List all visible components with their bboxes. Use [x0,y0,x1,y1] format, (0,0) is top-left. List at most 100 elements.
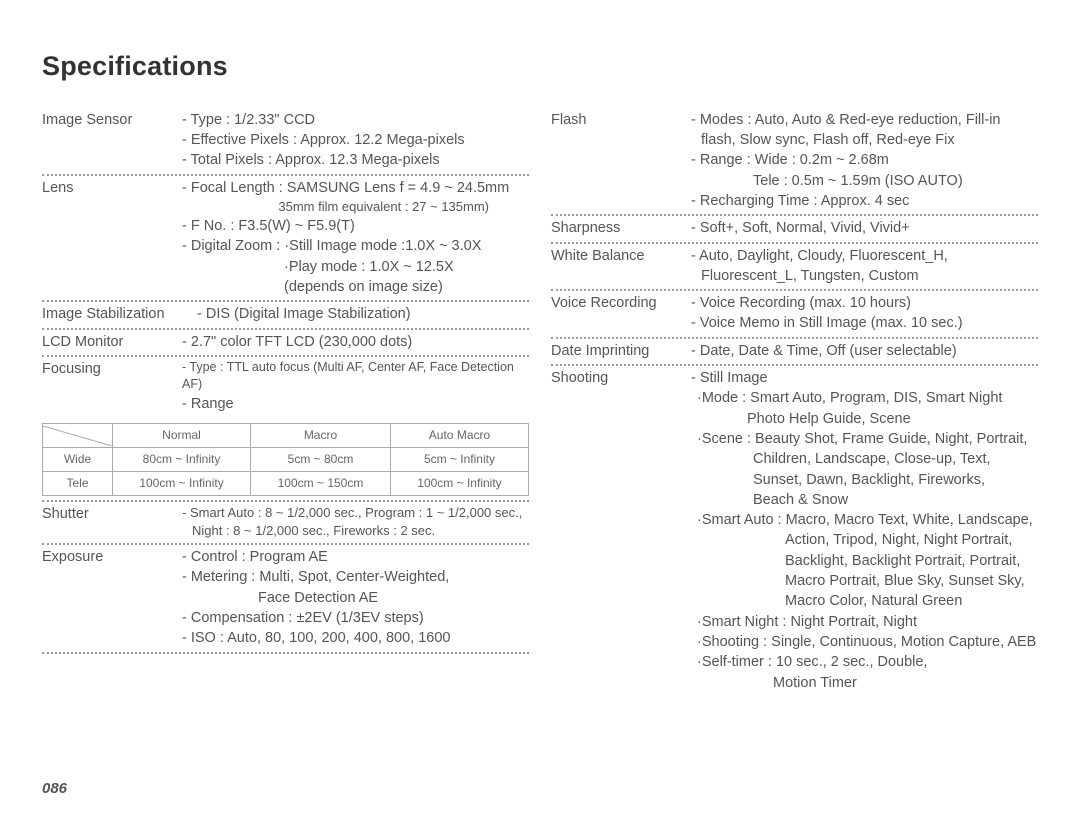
spec-label: Image Sensor [42,110,182,130]
table-cell: Wide [43,448,113,472]
spec-voice-recording: Voice Recording - Voice Recording (max. … [551,291,1038,339]
spec-line: - 2.7" color TFT LCD (230,000 dots) [182,332,529,352]
spec-line: - F No. : F3.5(W) ~ F5.9(T) [182,216,529,236]
spec-label: Shooting [551,368,691,388]
spec-sharpness: Sharpness - Soft+, Soft, Normal, Vivid, … [551,216,1038,243]
spec-line: - Digital Zoom : ·Still Image mode :1.0X… [182,236,529,256]
spec-body: - Type : TTL auto focus (Multi AF, Cente… [182,359,529,414]
spec-line: Fluorescent_L, Tungsten, Custom [691,266,1038,286]
spec-line: - Soft+, Soft, Normal, Vivid, Vivid+ [691,218,1038,238]
spec-exposure: Exposure - Control : Program AE - Meteri… [42,545,529,653]
table-header: Auto Macro [390,424,528,448]
table-cell: 100cm ~ Infinity [113,471,251,495]
spec-line: ·Smart Night : Night Portrait, Night [691,612,1038,632]
spec-line: - Type : 1/2.33" CCD [182,110,529,130]
table-cell: 100cm ~ 150cm [251,471,391,495]
focusing-range-table: Normal Macro Auto Macro Wide 80cm ~ Infi… [42,423,529,495]
spec-line: Night : 8 ~ 1/2,000 sec., Fireworks : 2 … [182,522,529,540]
spec-line: Children, Landscape, Close-up, Text, [691,449,1038,469]
spec-label: Flash [551,110,691,130]
table-header-row: Normal Macro Auto Macro [43,424,529,448]
spec-body: - Voice Recording (max. 10 hours) - Voic… [691,293,1038,334]
spec-body: - Smart Auto : 8 ~ 1/2,000 sec., Program… [182,504,529,540]
spec-line: Tele : 0.5m ~ 1.59m (ISO AUTO) [691,171,1038,191]
table-cell: 5cm ~ Infinity [390,448,528,472]
table-cell: 100cm ~ Infinity [390,471,528,495]
spec-line: - DIS (Digital Image Stabilization) [197,304,529,324]
spec-line: ·Scene : Beauty Shot, Frame Guide, Night… [691,429,1038,449]
spec-lcd-monitor: LCD Monitor - 2.7" color TFT LCD (230,00… [42,330,529,357]
spec-line: - Control : Program AE [182,547,529,567]
spec-label: Sharpness [551,218,691,238]
spec-line: Beach & Snow [691,490,1038,510]
spec-shutter: Shutter - Smart Auto : 8 ~ 1/2,000 sec.,… [42,502,529,545]
spec-label: Focusing [42,359,182,379]
spec-date-imprinting: Date Imprinting - Date, Date & Time, Off… [551,339,1038,366]
range-table-wrapper: Normal Macro Auto Macro Wide 80cm ~ Infi… [42,423,529,501]
table-header: Normal [113,424,251,448]
spec-label: Image Stabilization [42,304,197,324]
spec-line: flash, Slow sync, Flash off, Red-eye Fix [691,130,1038,150]
spec-label: White Balance [551,246,691,266]
right-column: Flash - Modes : Auto, Auto & Red-eye red… [551,108,1038,696]
spec-line: - Focal Length : SAMSUNG Lens f = 4.9 ~ … [182,178,529,198]
spec-body: - Date, Date & Time, Off (user selectabl… [691,341,1038,361]
spec-line: ·Mode : Smart Auto, Program, DIS, Smart … [691,388,1038,408]
spec-line: - Voice Memo in Still Image (max. 10 sec… [691,313,1038,333]
spec-lens: Lens - Focal Length : SAMSUNG Lens f = 4… [42,176,529,303]
spec-line: - Smart Auto : 8 ~ 1/2,000 sec., Program… [182,504,529,522]
table-cell: Tele [43,471,113,495]
spec-label: Exposure [42,547,182,567]
spec-line: Macro Portrait, Blue Sky, Sunset Sky, [691,571,1038,591]
spec-line: - Range : Wide : 0.2m ~ 2.68m [691,150,1038,170]
spec-body: - Auto, Daylight, Cloudy, Fluorescent_H,… [691,246,1038,287]
spec-line: Face Detection AE [182,588,529,608]
spec-line: - Total Pixels : Approx. 12.3 Mega-pixel… [182,150,529,170]
spec-focusing: Focusing - Type : TTL auto focus (Multi … [42,357,529,417]
spec-label: Voice Recording [551,293,691,313]
spec-image-sensor: Image Sensor - Type : 1/2.33" CCD - Effe… [42,108,529,176]
spec-body: - DIS (Digital Image Stabilization) [197,304,529,324]
table-row: Tele 100cm ~ Infinity 100cm ~ 150cm 100c… [43,471,529,495]
spec-label: Date Imprinting [551,341,691,361]
spec-body: - Control : Program AE - Metering : Mult… [182,547,529,648]
specifications-page: Specifications Image Sensor - Type : 1/2… [0,0,1080,716]
spec-line: ·Play mode : 1.0X ~ 12.5X [182,257,529,277]
spec-line: - Type : TTL auto focus (Multi AF, Cente… [182,359,529,394]
table-cell: 5cm ~ 80cm [251,448,391,472]
spec-body: - 2.7" color TFT LCD (230,000 dots) [182,332,529,352]
spec-line: - Auto, Daylight, Cloudy, Fluorescent_H, [691,246,1038,266]
left-column: Image Sensor - Type : 1/2.33" CCD - Effe… [42,108,529,696]
spec-line: - Metering : Multi, Spot, Center-Weighte… [182,567,529,587]
spec-image-stabilization: Image Stabilization - DIS (Digital Image… [42,302,529,329]
spec-flash: Flash - Modes : Auto, Auto & Red-eye red… [551,108,1038,216]
spec-line: ·Smart Auto : Macro, Macro Text, White, … [691,510,1038,530]
spec-line: - ISO : Auto, 80, 100, 200, 400, 800, 16… [182,628,529,648]
spec-label: LCD Monitor [42,332,182,352]
spec-line: Sunset, Dawn, Backlight, Fireworks, [691,470,1038,490]
spec-line: 35mm film equivalent : 27 ~ 135mm) [182,198,529,216]
spec-line: ·Shooting : Single, Continuous, Motion C… [691,632,1038,652]
table-header: Macro [251,424,391,448]
spec-body: - Focal Length : SAMSUNG Lens f = 4.9 ~ … [182,178,529,298]
spec-label: Shutter [42,504,182,524]
spec-shooting: Shooting - Still Image ·Mode : Smart Aut… [551,366,1038,696]
spec-line: - Compensation : ±2EV (1/3EV steps) [182,608,529,628]
spec-line: Macro Color, Natural Green [691,591,1038,611]
spec-line: - Still Image [691,368,1038,388]
table-cell: 80cm ~ Infinity [113,448,251,472]
spec-body: - Still Image ·Mode : Smart Auto, Progra… [691,368,1038,693]
spec-line: Action, Tripod, Night, Night Portrait, [691,530,1038,550]
table-header-diag [43,424,113,448]
spec-line: ·Self-timer : 10 sec., 2 sec., Double, [691,652,1038,672]
page-number: 086 [42,778,67,799]
spec-line: - Recharging Time : Approx. 4 sec [691,191,1038,211]
spec-line: Photo Help Guide, Scene [691,409,1038,429]
spec-line: Backlight, Backlight Portrait, Portrait, [691,551,1038,571]
spec-label: Lens [42,178,182,198]
spec-line: - Range [182,394,529,414]
spec-body: - Modes : Auto, Auto & Red-eye reduction… [691,110,1038,211]
spec-body: - Soft+, Soft, Normal, Vivid, Vivid+ [691,218,1038,238]
content-columns: Image Sensor - Type : 1/2.33" CCD - Effe… [42,108,1038,696]
spec-white-balance: White Balance - Auto, Daylight, Cloudy, … [551,244,1038,292]
